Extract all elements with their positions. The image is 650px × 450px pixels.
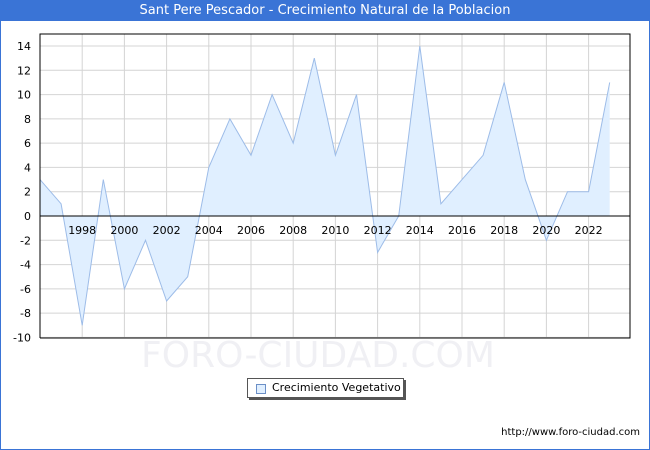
x-tick-label: 2016	[448, 224, 476, 237]
x-tick-label: 1998	[68, 224, 96, 237]
x-tick-label: 2004	[195, 224, 223, 237]
source-url: http://www.foro-ciudad.com	[501, 427, 640, 438]
watermark: FORO-CIUDAD.COM	[141, 335, 495, 376]
y-tick-label: -10	[13, 331, 31, 344]
legend-label: Crecimiento Vegetativo	[272, 381, 401, 394]
x-tick-label: 2014	[406, 224, 434, 237]
y-tick-label: 10	[17, 89, 31, 102]
x-axis-ticks: 1998 2000 2002 2004 2006 2008 2010 2012 2014 2016…	[68, 224, 602, 237]
y-tick-label: -8	[20, 307, 31, 320]
x-tick-label: 2008	[279, 224, 307, 237]
y-tick-label: -2	[20, 234, 31, 247]
legend-swatch-icon	[256, 384, 266, 394]
y-tick-label: 12	[17, 64, 31, 77]
axes	[39, 33, 631, 339]
x-tick-label: 2018	[490, 224, 518, 237]
y-axis-ticks: 14 12 10 8 6 4 2 0 -2 -4 -6 -8 -10	[13, 40, 31, 344]
x-tick-label: 2020	[532, 224, 560, 237]
chart-title: Sant Pere Pescador - Crecimiento Natural…	[0, 0, 650, 21]
y-tick-label: 6	[24, 137, 31, 150]
y-tick-label: 4	[24, 161, 31, 174]
y-tick-label: 14	[17, 40, 31, 53]
x-tick-label: 2000	[110, 224, 138, 237]
legend: Crecimiento Vegetativo	[247, 378, 404, 398]
y-tick-label: -6	[20, 283, 31, 296]
x-tick-label: 2002	[153, 224, 181, 237]
x-tick-label: 2006	[237, 224, 265, 237]
y-tick-label: 2	[24, 186, 31, 199]
y-tick-label: -4	[20, 259, 31, 272]
x-tick-label: 2010	[321, 224, 349, 237]
data-area	[39, 45, 611, 326]
watermark-text: FORO-CIUDAD.COM	[141, 335, 495, 376]
x-tick-label: 2012	[364, 224, 392, 237]
x-tick-label: 2022	[575, 224, 603, 237]
y-tick-label: 0	[24, 210, 31, 223]
y-tick-label: 8	[24, 113, 31, 126]
